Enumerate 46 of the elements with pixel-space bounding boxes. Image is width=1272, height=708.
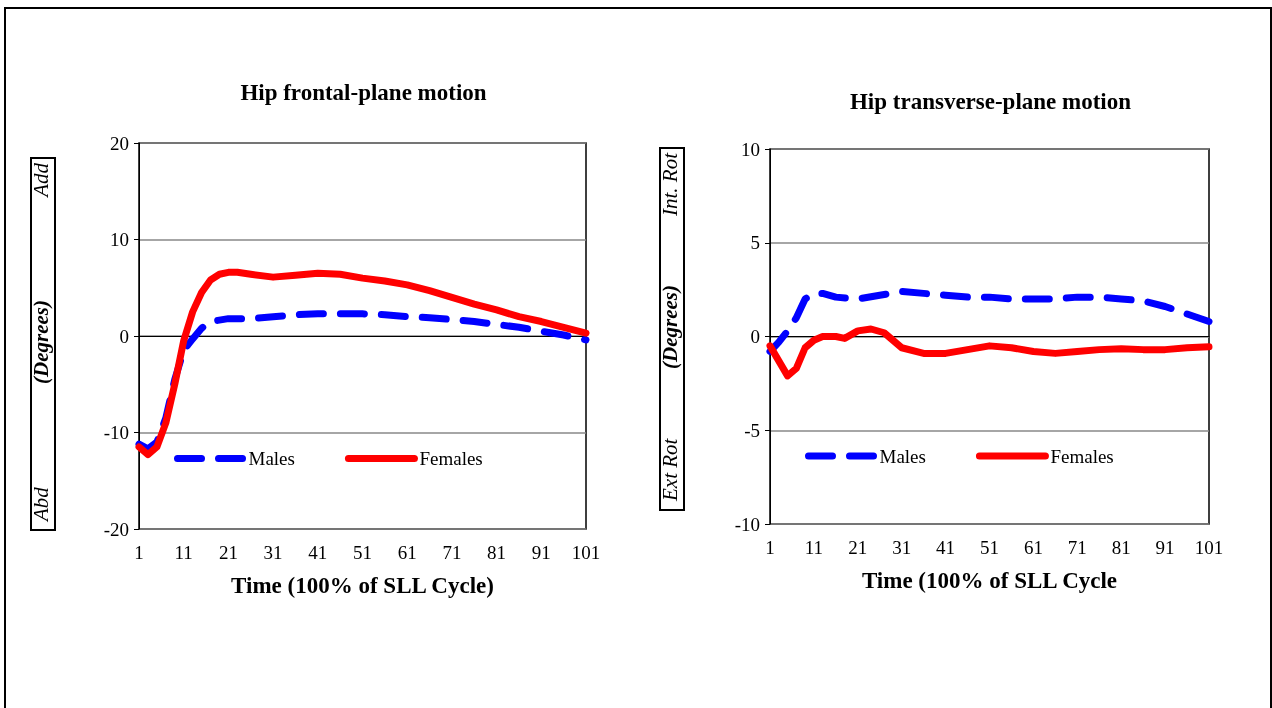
- y-tick-label: -5: [744, 419, 760, 441]
- y-tick-label: 0: [119, 325, 129, 347]
- x-axis-title: Time (100% of SLL Cycle: [861, 568, 1118, 593]
- x-tick-label: 91: [531, 542, 551, 563]
- x-tick-label: 71: [442, 542, 462, 563]
- y-tick-label: 20: [110, 132, 129, 154]
- x-tick-label: 101: [571, 542, 601, 563]
- x-tick-label: 81: [1111, 537, 1131, 558]
- y-tick-label: 5: [750, 232, 760, 254]
- y-tick-label: 10: [741, 138, 760, 160]
- y-axis-title: (Degrees): [658, 285, 682, 369]
- x-tick-label: 31: [892, 537, 912, 558]
- x-tick-label: 21: [848, 537, 868, 558]
- x-tick-label: 11: [174, 542, 193, 563]
- text: Abd: [29, 486, 53, 523]
- legend-label: Females: [1050, 445, 1114, 467]
- y-tick-label: 0: [750, 326, 760, 347]
- x-tick-label: 51: [353, 542, 372, 563]
- x-tick-label: 61: [397, 542, 417, 563]
- text: Add: [29, 162, 53, 199]
- legend-label: Males: [879, 445, 926, 467]
- x-tick-label: 81: [487, 542, 507, 563]
- x-tick-label: 41: [936, 537, 956, 558]
- x-tick-label: 71: [1067, 537, 1087, 558]
- x-tick-label: 51: [980, 537, 999, 558]
- x-tick-label: 11: [804, 537, 824, 558]
- x-tick-label: 101: [1194, 537, 1224, 558]
- x-tick-label: 41: [308, 542, 328, 563]
- legend-label: Males: [248, 448, 295, 470]
- text: Int. Rot: [658, 151, 682, 217]
- x-tick-label: 1: [765, 537, 775, 558]
- x-axis-title: Time (100% of SLL Cycle): [231, 573, 494, 598]
- chart-title: Hip transverse-plane motion: [849, 89, 1132, 114]
- x-tick-label: 61: [1023, 537, 1043, 558]
- y-axis-title: (Degrees): [29, 300, 53, 384]
- y-tick-label: -10: [734, 513, 760, 535]
- x-tick-label: 21: [218, 542, 238, 563]
- x-tick-label: 91: [1155, 537, 1175, 558]
- y-tick-label: -20: [103, 518, 129, 540]
- chart-title: Hip frontal-plane motion: [240, 80, 487, 105]
- text: Ext Rot: [658, 437, 682, 502]
- legend-label: Females: [419, 448, 483, 470]
- y-tick-label: -10: [103, 422, 129, 443]
- x-tick-label: 31: [263, 542, 283, 563]
- x-tick-label: 1: [134, 542, 144, 563]
- y-tick-label: 10: [110, 229, 129, 250]
